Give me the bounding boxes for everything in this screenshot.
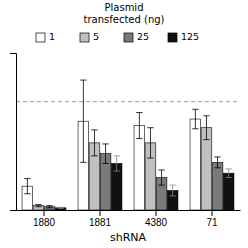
error-bar	[203, 116, 209, 140]
error-bar	[147, 128, 153, 158]
bar	[201, 128, 212, 210]
reference-line	[16, 101, 240, 102]
legend-label: 1	[49, 31, 55, 42]
x-tick: 1881	[89, 210, 112, 228]
bar	[212, 162, 223, 210]
chart: Plasmidtransfected (ng) 1 5 25 125 1880 1881 43…	[0, 0, 248, 248]
error-bar	[113, 156, 119, 171]
error-bar	[192, 109, 198, 128]
error-bar	[46, 206, 52, 208]
x-tick-mark	[212, 210, 213, 216]
x-tick-mark	[156, 210, 157, 216]
x-tick-mark	[44, 210, 45, 216]
legend-label: 25	[137, 31, 149, 42]
bar	[190, 119, 201, 210]
legend-item: 125	[168, 31, 199, 42]
legend-item: 1	[36, 31, 55, 42]
legend-swatch	[80, 33, 89, 42]
legend-item: 5	[80, 31, 99, 42]
x-axis: 1880 1881 4380 71	[17, 210, 241, 228]
series	[22, 80, 201, 210]
error-bar	[35, 205, 41, 207]
legend-swatch	[36, 33, 45, 42]
bar	[55, 208, 66, 210]
legend: 1 5 25 125	[36, 31, 199, 42]
x-axis-line	[17, 210, 241, 211]
series	[55, 156, 234, 210]
legend-swatch	[168, 33, 177, 42]
error-bar	[24, 179, 30, 194]
x-tick: 1880	[33, 210, 56, 228]
series	[33, 116, 212, 210]
x-axis-title: shRNA	[110, 231, 147, 244]
error-bar	[102, 144, 108, 163]
error-bar	[57, 207, 63, 208]
title: Plasmidtransfected (ng)	[84, 2, 165, 25]
x-tick-label: 4380	[145, 217, 168, 228]
y-axis	[10, 54, 17, 211]
error-bar	[169, 185, 175, 196]
legend-item: 25	[124, 31, 149, 42]
x-tick-mark	[100, 210, 101, 216]
legend-label: 125	[181, 31, 199, 42]
x-tick: 71	[206, 210, 218, 228]
error-bar	[214, 157, 220, 168]
bar	[223, 173, 234, 210]
error-bar	[158, 170, 164, 185]
error-bar	[91, 130, 97, 156]
legend-label: 5	[93, 31, 99, 42]
series	[44, 144, 223, 210]
marks	[16, 80, 240, 210]
x-tick-label: 71	[206, 217, 218, 228]
x-tick: 4380	[145, 210, 168, 228]
y-axis-line	[10, 54, 17, 211]
error-bar	[136, 113, 142, 139]
legend-swatch	[124, 33, 133, 42]
error-bar	[225, 169, 231, 178]
plot: 1880 1881 4380 71	[10, 54, 241, 229]
x-tick-label: 1881	[89, 217, 112, 228]
x-tick-label: 1880	[33, 217, 56, 228]
error-bar	[80, 80, 86, 162]
